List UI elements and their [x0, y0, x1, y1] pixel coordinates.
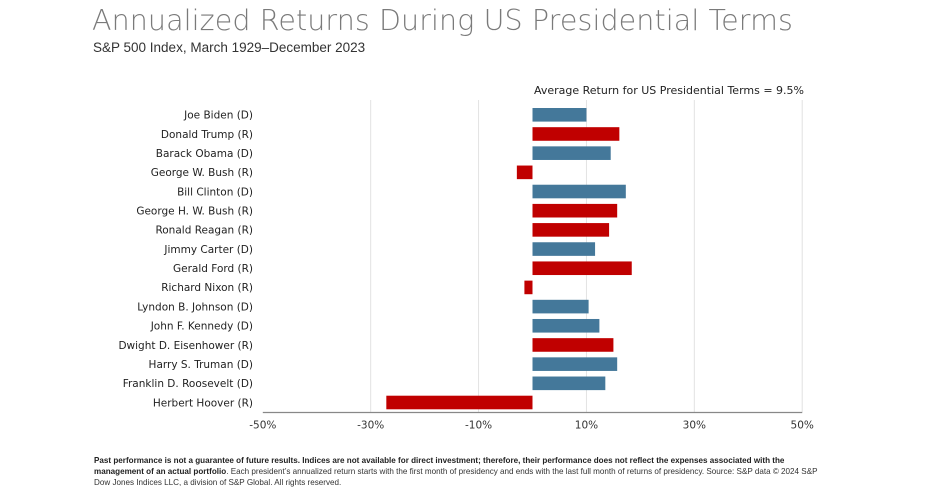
average-return-annotation: Average Return for US Presidential Terms…: [533, 84, 804, 97]
chart-title: Annualized Returns During US Presidentia…: [92, 4, 793, 37]
category-label: Bill Clinton (D): [177, 186, 253, 198]
category-label: Donald Trump (R): [161, 129, 253, 141]
disclaimer-text: . Each president’s annualized return sta…: [94, 467, 818, 487]
bar-8: [532, 242, 596, 256]
bar-3: [532, 146, 611, 160]
bar-4: [516, 165, 533, 180]
category-label: Lyndon B. Johnson (D): [137, 301, 253, 313]
x-tick-label: -30%: [357, 420, 384, 432]
category-label: Joe Biden (D): [183, 110, 253, 122]
bar-11: [532, 299, 589, 314]
bars: [386, 108, 632, 410]
x-tick-label: 30%: [683, 420, 706, 432]
bar-6: [532, 203, 618, 218]
category-label: Herbert Hoover (R): [153, 397, 253, 409]
category-label: Dwight D. Eisenhower (R): [118, 340, 253, 352]
x-tick-label: -50%: [249, 420, 276, 432]
chart-subtitle: S&P 500 Index, March 1929–December 2023: [93, 40, 366, 55]
category-label: Franklin D. Roosevelt (D): [123, 378, 253, 390]
category-label: George H. W. Bush (R): [136, 206, 253, 218]
bar-14: [532, 357, 618, 371]
x-tick-label: 50%: [791, 420, 814, 432]
disclaimer-footer: Past performance is not a guarantee of f…: [94, 455, 824, 488]
x-tick-label: -10%: [465, 420, 492, 432]
category-labels: Joe Biden (D) Donald Trump (R) Barack Obam…: [118, 110, 253, 410]
category-label: Gerald Ford (R): [173, 263, 253, 275]
bar-9: [532, 261, 632, 276]
category-label: John F. Kennedy (D): [150, 321, 253, 333]
bar-1: [532, 108, 587, 122]
x-tick-labels: -50% -30% -10% 10% 30% 50%: [249, 420, 814, 432]
category-label: George W. Bush (R): [151, 167, 253, 179]
category-label: Jimmy Carter (D): [163, 244, 253, 256]
category-label: Ronald Reagan (R): [155, 225, 253, 237]
category-label: Harry S. Truman (D): [149, 359, 253, 371]
bar-15: [532, 376, 606, 391]
category-label: Richard Nixon (R): [161, 282, 253, 294]
bar-7: [532, 223, 610, 237]
bar-12: [532, 318, 600, 333]
bar-13: [532, 338, 614, 352]
bar-5: [532, 184, 626, 199]
bar-16: [386, 395, 533, 410]
category-label: Barack Obama (D): [156, 148, 253, 160]
bar-2: [532, 127, 620, 141]
bar-10: [524, 280, 533, 295]
disclaimer-bold: Past performance is not a guarantee of f…: [94, 456, 785, 476]
x-tick-label: 10%: [575, 420, 598, 432]
